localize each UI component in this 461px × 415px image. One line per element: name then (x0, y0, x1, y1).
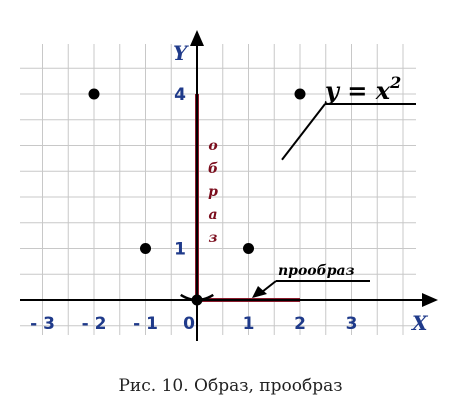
curve-point (243, 243, 254, 254)
y-tick-label: 4 (174, 85, 186, 105)
x-axis-arrow (422, 293, 438, 307)
image-label-letter: з (209, 230, 218, 246)
image-label-letter: б (208, 161, 218, 177)
tick-labels: - 3 - 2 - 1 0 1 2 3 1 4 (30, 85, 357, 334)
figure-caption: Рис. 10. Образ, прообраз (118, 376, 343, 396)
formula-pointer (281, 103, 326, 161)
image-label-letter: о (208, 138, 217, 154)
parabola-chart: - 3- 2- 1 0 1 2 314 X Y y = x2 образ прообра… (20, 30, 438, 341)
image-label: образ (208, 138, 218, 246)
y-tick-label: 1 (174, 240, 186, 260)
x-tick-label: - 3 (30, 314, 55, 334)
image-label-letter: р (208, 184, 218, 200)
curve-point (140, 243, 151, 254)
curve-point (294, 88, 306, 100)
y-axis-arrow (190, 30, 204, 46)
formula-label: y = x2 (281, 73, 416, 161)
formula-text: y = x2 (324, 73, 401, 105)
axes (20, 30, 438, 341)
grid (20, 44, 416, 335)
preimage-label: прообраз (252, 263, 370, 298)
image-label-letter: а (208, 207, 217, 223)
x-tick-label: 0 (183, 314, 195, 334)
formula-base: y = x (324, 76, 391, 105)
y-axis-name: Y (173, 41, 189, 65)
curve-point (191, 294, 203, 306)
preimage-text: прообраз (278, 263, 355, 279)
formula-exponent: 2 (389, 73, 401, 92)
preimage-arrow (261, 280, 277, 293)
x-tick-label: 1 (243, 314, 255, 334)
x-tick-label: 2 (294, 314, 306, 334)
preimage-arrowhead (252, 286, 267, 298)
x-tick-label: - 2 (82, 314, 107, 334)
marked-points (88, 88, 306, 306)
x-tick-label: 3 (346, 314, 358, 334)
curve-point (88, 88, 100, 100)
x-tick-label: - 1 (133, 314, 158, 334)
x-axis-name: X (410, 311, 429, 335)
